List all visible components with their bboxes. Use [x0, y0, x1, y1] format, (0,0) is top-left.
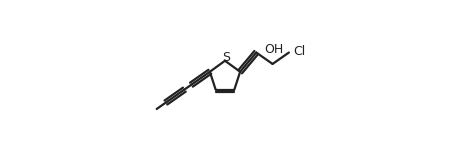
Text: OH: OH [264, 43, 283, 56]
Text: S: S [222, 51, 230, 64]
Text: Cl: Cl [294, 45, 306, 58]
